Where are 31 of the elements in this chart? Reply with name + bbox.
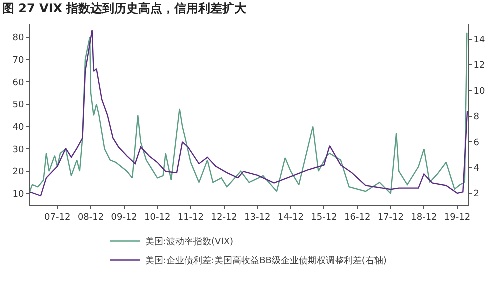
x-tick-label: 19-12 <box>444 212 471 223</box>
y2-tick-label: 12 <box>474 61 486 72</box>
x-tick-label: 13-12 <box>244 212 271 223</box>
y-tick-label: 70 <box>12 56 24 66</box>
x-tick-label: 10-12 <box>144 212 171 223</box>
x-tick-label: 12-12 <box>211 212 238 223</box>
x-tick-label: 17-12 <box>378 212 404 223</box>
x-tick-label: 18-12 <box>411 212 438 223</box>
x-tick-label: 16-12 <box>344 212 371 223</box>
x-tick-label: 15-12 <box>311 212 338 223</box>
x-tick-label: 09-12 <box>111 212 138 223</box>
x-tick-label: 07-12 <box>44 212 71 223</box>
y-tick-label: 10 <box>12 190 24 200</box>
x-tick-label: 08-12 <box>78 212 104 223</box>
y-tick-label: 60 <box>12 78 24 88</box>
y-tick-label: 50 <box>12 100 24 111</box>
chart-title: 图 27 VIX 指数达到历史高点，信用利差扩大 <box>2 2 248 16</box>
y2-tick-label: 2 <box>474 190 480 200</box>
y2-tick-label: 8 <box>474 112 480 123</box>
legend-label: 美国:企业债利差:美国高收益BB级企业债期权调整利差(右轴) <box>146 256 387 267</box>
y-tick-label: 40 <box>12 122 24 133</box>
x-tick-label: 14-12 <box>278 212 304 223</box>
legend-label: 美国:波动率指数(VIX) <box>146 236 234 248</box>
y2-tick-label: 10 <box>474 86 486 97</box>
y-tick-label: 30 <box>12 145 24 156</box>
y2-tick-label: 4 <box>474 164 480 174</box>
y2-tick-label: 6 <box>474 138 480 148</box>
x-tick-label: 11-12 <box>178 212 204 223</box>
y-tick-label: 80 <box>12 34 24 44</box>
y-tick-label: 20 <box>12 168 24 178</box>
y2-tick-label: 14 <box>474 36 486 46</box>
